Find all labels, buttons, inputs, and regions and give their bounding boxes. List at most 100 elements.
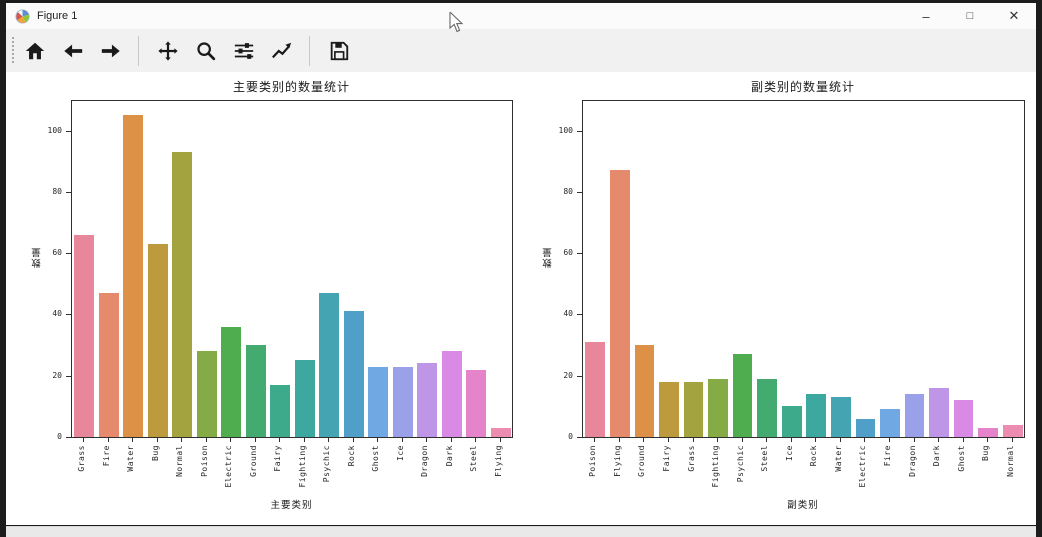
left-plot-xtick-mark <box>230 438 232 442</box>
left-bar-water <box>123 115 144 437</box>
left-plot-xtick-label: Poison <box>199 445 209 477</box>
back-arrow-icon <box>64 44 83 57</box>
left-bar-fairy <box>270 384 291 437</box>
left-plot-area <box>71 100 513 438</box>
left-plot-xtick-label: Normal <box>175 445 185 477</box>
right-plot-xtick-mark <box>667 438 669 442</box>
right-plot-ytick-label: 20 <box>563 370 573 380</box>
window-title: Figure 1 <box>37 10 78 22</box>
right-bar-fire <box>880 409 900 437</box>
right-bar-rock <box>806 394 827 437</box>
configure-subplots-button[interactable] <box>227 34 261 68</box>
home-button[interactable] <box>18 34 52 68</box>
edit-axes-button[interactable] <box>265 34 299 68</box>
toolbar-separator <box>309 35 310 66</box>
toolbar-separator <box>138 35 139 66</box>
left-plot-xtick-label: Flying <box>493 445 503 477</box>
right-bar-water <box>831 397 851 437</box>
left-plot-xtick-label: Steel <box>469 445 479 472</box>
left-plot-xtick-label: Bug <box>150 445 160 461</box>
zoom-rect-button[interactable] <box>189 34 223 68</box>
left-plot-xtick-mark <box>352 438 354 442</box>
right-plot-ytick-mark <box>577 130 582 132</box>
right-plot-xtick-mark <box>692 438 694 442</box>
left-plot-xtick-mark <box>475 438 477 442</box>
save-button[interactable] <box>322 34 356 68</box>
right-bar-dragon <box>904 394 925 437</box>
left-plot-ytick-label: 60 <box>52 248 62 258</box>
left-plot-ytick-mark <box>66 130 71 132</box>
right-bar-fighting <box>708 378 728 437</box>
right-plot-xtick-label: Water <box>833 445 843 472</box>
close-button[interactable]: ✕ <box>1008 8 1020 23</box>
left-plot-xtick-mark <box>181 438 183 442</box>
mouse-cursor-icon <box>449 12 464 33</box>
right-plot-xtick-label: Steel <box>760 445 770 472</box>
right-plot-xtick-mark <box>987 438 989 442</box>
right-plot-xtick-mark <box>913 438 915 442</box>
right-plot-xtick-mark <box>618 438 620 442</box>
right-plot-xtick-label: Poison <box>588 445 598 477</box>
left-bar-fire <box>98 293 119 437</box>
back-button[interactable] <box>56 34 90 68</box>
left-plot-ytick-label: 0 <box>57 432 62 441</box>
right-plot-xtick-mark <box>815 438 817 442</box>
forward-button[interactable] <box>94 34 128 68</box>
right-plot-ytick-label: 100 <box>558 125 573 135</box>
right-bar-psychic <box>732 354 753 437</box>
right-plot-xtick-mark <box>864 438 866 442</box>
right-bar-grass <box>683 381 704 437</box>
right-plot-xtick-label: Dark <box>932 445 942 467</box>
right-plot-xtick-label: Dragon <box>907 445 917 477</box>
right-plot-xtick-label: Fairy <box>661 445 671 472</box>
left-bar-electric <box>221 326 242 437</box>
right-plot-xtick-mark <box>938 438 940 442</box>
right-plot-ytick-mark <box>577 314 582 316</box>
left-bar-normal <box>172 152 193 437</box>
pan-button[interactable] <box>151 34 185 68</box>
left-bar-ice <box>392 366 413 437</box>
left-bar-dragon <box>417 363 438 437</box>
right-plot-ytick-label: 40 <box>563 309 573 319</box>
forward-arrow-icon <box>101 44 120 57</box>
left-bar-bug <box>147 244 168 437</box>
right-plot-xtick-label: Normal <box>1005 445 1015 477</box>
left-bar-rock <box>343 311 364 437</box>
minimize-button[interactable]: – <box>922 8 930 24</box>
right-bar-normal <box>1002 424 1023 437</box>
left-bar-ground <box>245 345 266 437</box>
left-plot-xtick-label: Ghost <box>371 445 381 472</box>
left-bar-fighting <box>294 360 315 437</box>
maximize-button[interactable]: □ <box>966 10 974 22</box>
left-bar-steel <box>466 369 487 437</box>
left-bar-psychic <box>319 293 340 437</box>
figure-window: Figure 1 – □ ✕ <box>6 3 1036 525</box>
right-plot-xtick-label: Ground <box>637 445 647 477</box>
left-plot-xtick-label: Water <box>126 445 136 472</box>
title-bar[interactable]: Figure 1 – □ ✕ <box>6 3 1036 29</box>
left-plot-xlabel: 主要类别 <box>270 500 313 511</box>
right-plot-xtick-label: Bug <box>981 445 991 461</box>
right-plot-xtick-mark <box>594 438 596 442</box>
pan-move-icon <box>158 40 178 61</box>
left-plot-title: 主要类别的数量统计 <box>232 80 350 94</box>
left-plot-xtick-label: Grass <box>77 445 87 472</box>
right-bar-bug <box>978 427 998 437</box>
right-plot-ytick-label: 80 <box>563 186 573 196</box>
right-plot-ytick-mark <box>577 191 582 193</box>
left-plot-xtick-label: Fire <box>101 445 111 467</box>
right-bar-fairy <box>659 381 679 437</box>
left-plot-xtick-label: Ground <box>248 445 258 477</box>
right-bar-flying <box>610 170 630 437</box>
matplotlib-logo-icon <box>15 8 30 24</box>
customize-axes-icon <box>272 42 292 58</box>
left-plot-ytick-mark <box>66 191 71 193</box>
right-plot-xtick-mark <box>888 438 890 442</box>
save-floppy-icon <box>330 41 349 60</box>
toolbar-grip[interactable] <box>11 36 14 65</box>
right-plot-xtick-label: Flying <box>612 445 622 477</box>
right-bar-ghost <box>953 400 974 437</box>
right-plot-xtick-label: Electric <box>858 445 868 488</box>
figure-canvas[interactable]: 主要类别的数量统计 数量 0 20 40 60 80 100 Grass Fire Water Bug… <box>6 72 1036 525</box>
left-plot-xtick-label: Electric <box>224 445 234 488</box>
